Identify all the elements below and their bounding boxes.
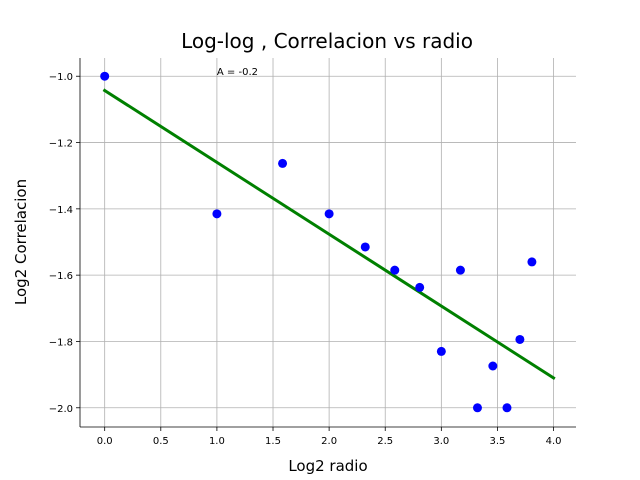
axis-spines xyxy=(79,58,576,428)
data-point xyxy=(390,265,400,275)
y-tick-label: −1.4 xyxy=(49,205,73,216)
data-point xyxy=(502,403,512,413)
x-tick-label: 3.0 xyxy=(433,436,449,447)
annotation-text: A = -0.2 xyxy=(217,67,258,78)
x-tick-label: 0.0 xyxy=(97,436,113,447)
data-point xyxy=(212,209,222,219)
chart-title: Log-log , Correlacion vs radio xyxy=(181,29,473,53)
data-point xyxy=(527,257,537,267)
data-point xyxy=(488,361,498,371)
data-point xyxy=(415,282,425,292)
data-point xyxy=(436,346,446,356)
x-tick-label: 3.5 xyxy=(489,436,505,447)
y-tick-label: −1.6 xyxy=(49,271,73,282)
x-axis-ticks: 0.0 0.5 1.0 1.5 2.0 2.5 3.0 3.5 4.0 xyxy=(97,427,562,447)
y-tick-label: −2.0 xyxy=(49,404,73,415)
data-point xyxy=(278,158,288,168)
grid-lines xyxy=(80,58,576,427)
x-axis-label: Log2 radio xyxy=(288,457,367,475)
x-tick-label: 0.5 xyxy=(153,436,169,447)
x-tick-label: 4.0 xyxy=(546,436,562,447)
y-tick-label: −1.0 xyxy=(49,72,73,83)
data-point xyxy=(324,209,334,219)
x-tick-label: 2.5 xyxy=(377,436,393,447)
x-tick-label: 1.5 xyxy=(265,436,281,447)
data-point xyxy=(360,242,370,252)
x-tick-label: 2.0 xyxy=(321,436,337,447)
y-tick-label: −1.2 xyxy=(49,139,73,150)
data-point xyxy=(100,71,110,81)
data-points-series xyxy=(100,71,537,413)
y-axis-ticks: −1.0 −1.2 −1.4 −1.6 −1.8 −2.0 xyxy=(49,72,80,415)
y-axis-label: Log2 Correlacion xyxy=(12,179,30,305)
y-tick-label: −1.8 xyxy=(49,337,73,348)
data-point xyxy=(455,265,465,275)
x-tick-label: 1.0 xyxy=(209,436,225,447)
fit-line-series xyxy=(102,88,556,381)
data-point xyxy=(472,403,482,413)
data-point xyxy=(515,334,525,344)
fit-line xyxy=(102,88,556,381)
